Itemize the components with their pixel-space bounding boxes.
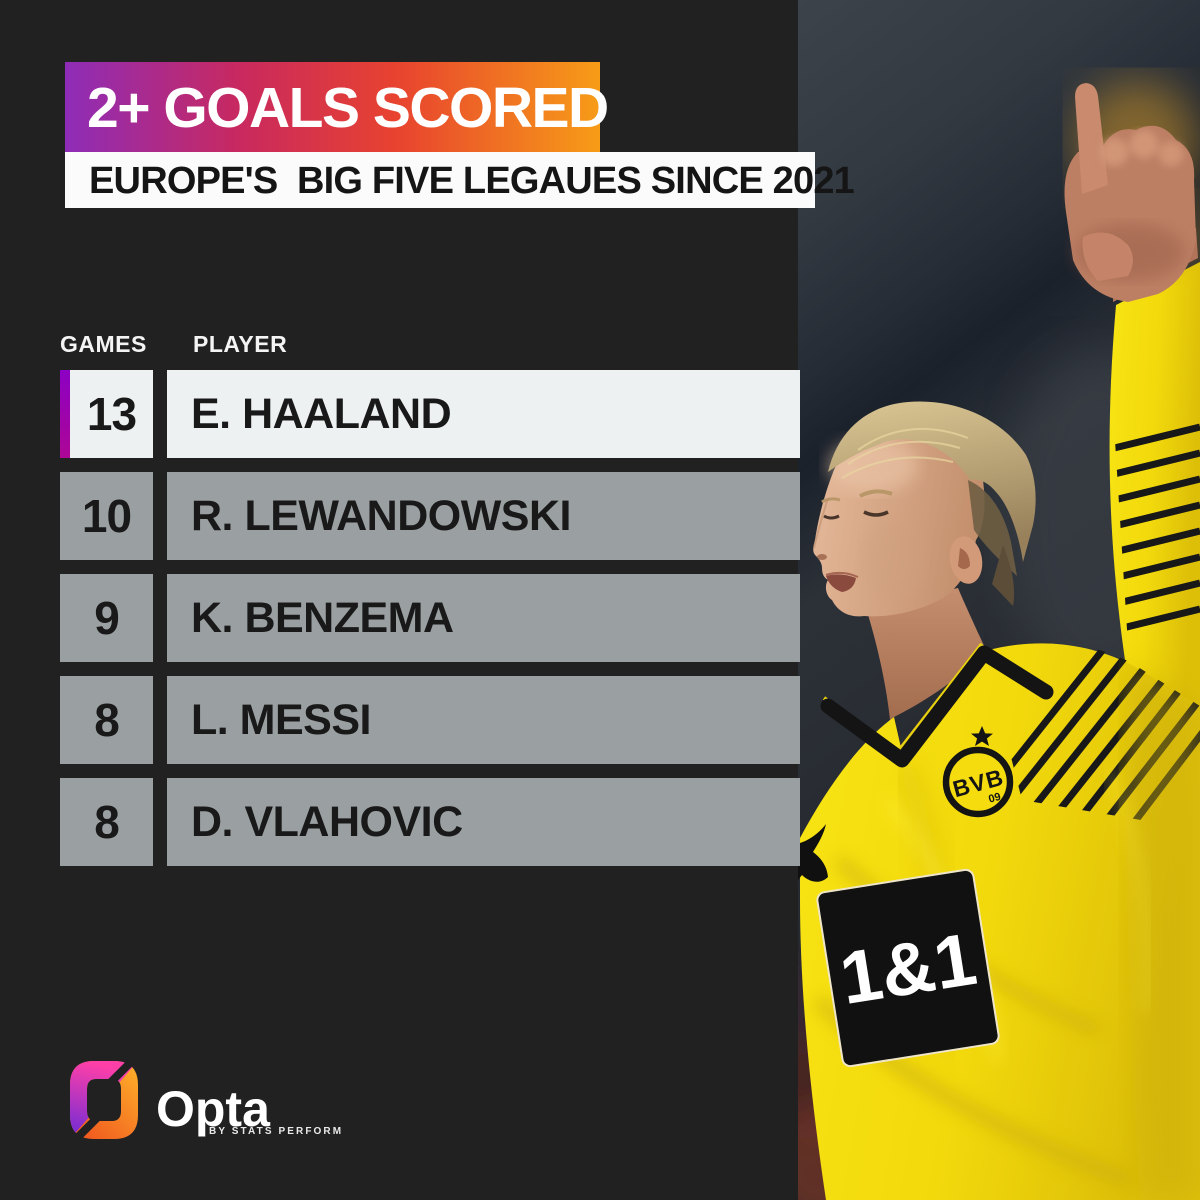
knuckles xyxy=(1100,130,1183,166)
games-cell: 8 xyxy=(60,778,153,866)
games-cell: 9 xyxy=(60,574,153,662)
games-cell: 8 xyxy=(60,676,153,764)
raised-arm xyxy=(1064,83,1200,720)
games-cell: 13 xyxy=(70,370,153,458)
table-row: 13 E. HAALAND xyxy=(60,370,800,458)
ear-inner xyxy=(958,548,970,569)
thumb xyxy=(1082,232,1133,281)
player-cell: D. VLAHOVIC xyxy=(167,778,800,866)
table-row: 10 R. LEWANDOWSKI xyxy=(60,472,800,560)
svg-text:09: 09 xyxy=(987,791,1002,806)
jersey-collar xyxy=(820,642,1054,768)
table-row: 9 K. BENZEMA xyxy=(60,574,800,662)
highlight-bar xyxy=(60,370,70,458)
face-features xyxy=(813,489,893,592)
star-icon xyxy=(971,726,993,746)
player-cell: E. HAALAND xyxy=(167,370,800,458)
puma-logo-icon xyxy=(798,824,828,882)
hair-nape xyxy=(992,545,1015,606)
opta-wordmark: Opta xyxy=(156,1081,270,1137)
column-header-games: GAMES xyxy=(60,331,147,357)
stats-perform-label: BY STATS PERFORM xyxy=(209,1126,344,1137)
title-banner: 2+ GOALS SCORED xyxy=(65,62,609,152)
player-cell: L. MESSI xyxy=(167,676,800,764)
column-header-player: PLAYER xyxy=(193,331,288,357)
stats-table: 13 E. HAALAND 10 R. LEWANDOWSKI 9 K. BEN… xyxy=(60,370,800,880)
hair xyxy=(828,401,1036,562)
table-row: 8 L. MESSI xyxy=(60,676,800,764)
player-photo: BVB 09 1&1 xyxy=(798,0,1200,1200)
table-row: 8 D. VLAHOVIC xyxy=(60,778,800,866)
index-finger xyxy=(1075,83,1108,194)
games-cell: 10 xyxy=(60,472,153,560)
player-cell: R. LEWANDOWSKI xyxy=(167,472,800,560)
hair-strands xyxy=(841,427,969,479)
subtitle-banner: EUROPE'S BIG FIVE LEGAUES SINCE 2021 xyxy=(65,152,855,208)
sponsor-badge: 1&1 xyxy=(816,868,1000,1068)
player-cell: K. BENZEMA xyxy=(167,574,800,662)
neck xyxy=(866,588,986,720)
bvb-crest-icon: BVB 09 xyxy=(942,746,1014,818)
opta-logo-icon xyxy=(70,1061,138,1139)
